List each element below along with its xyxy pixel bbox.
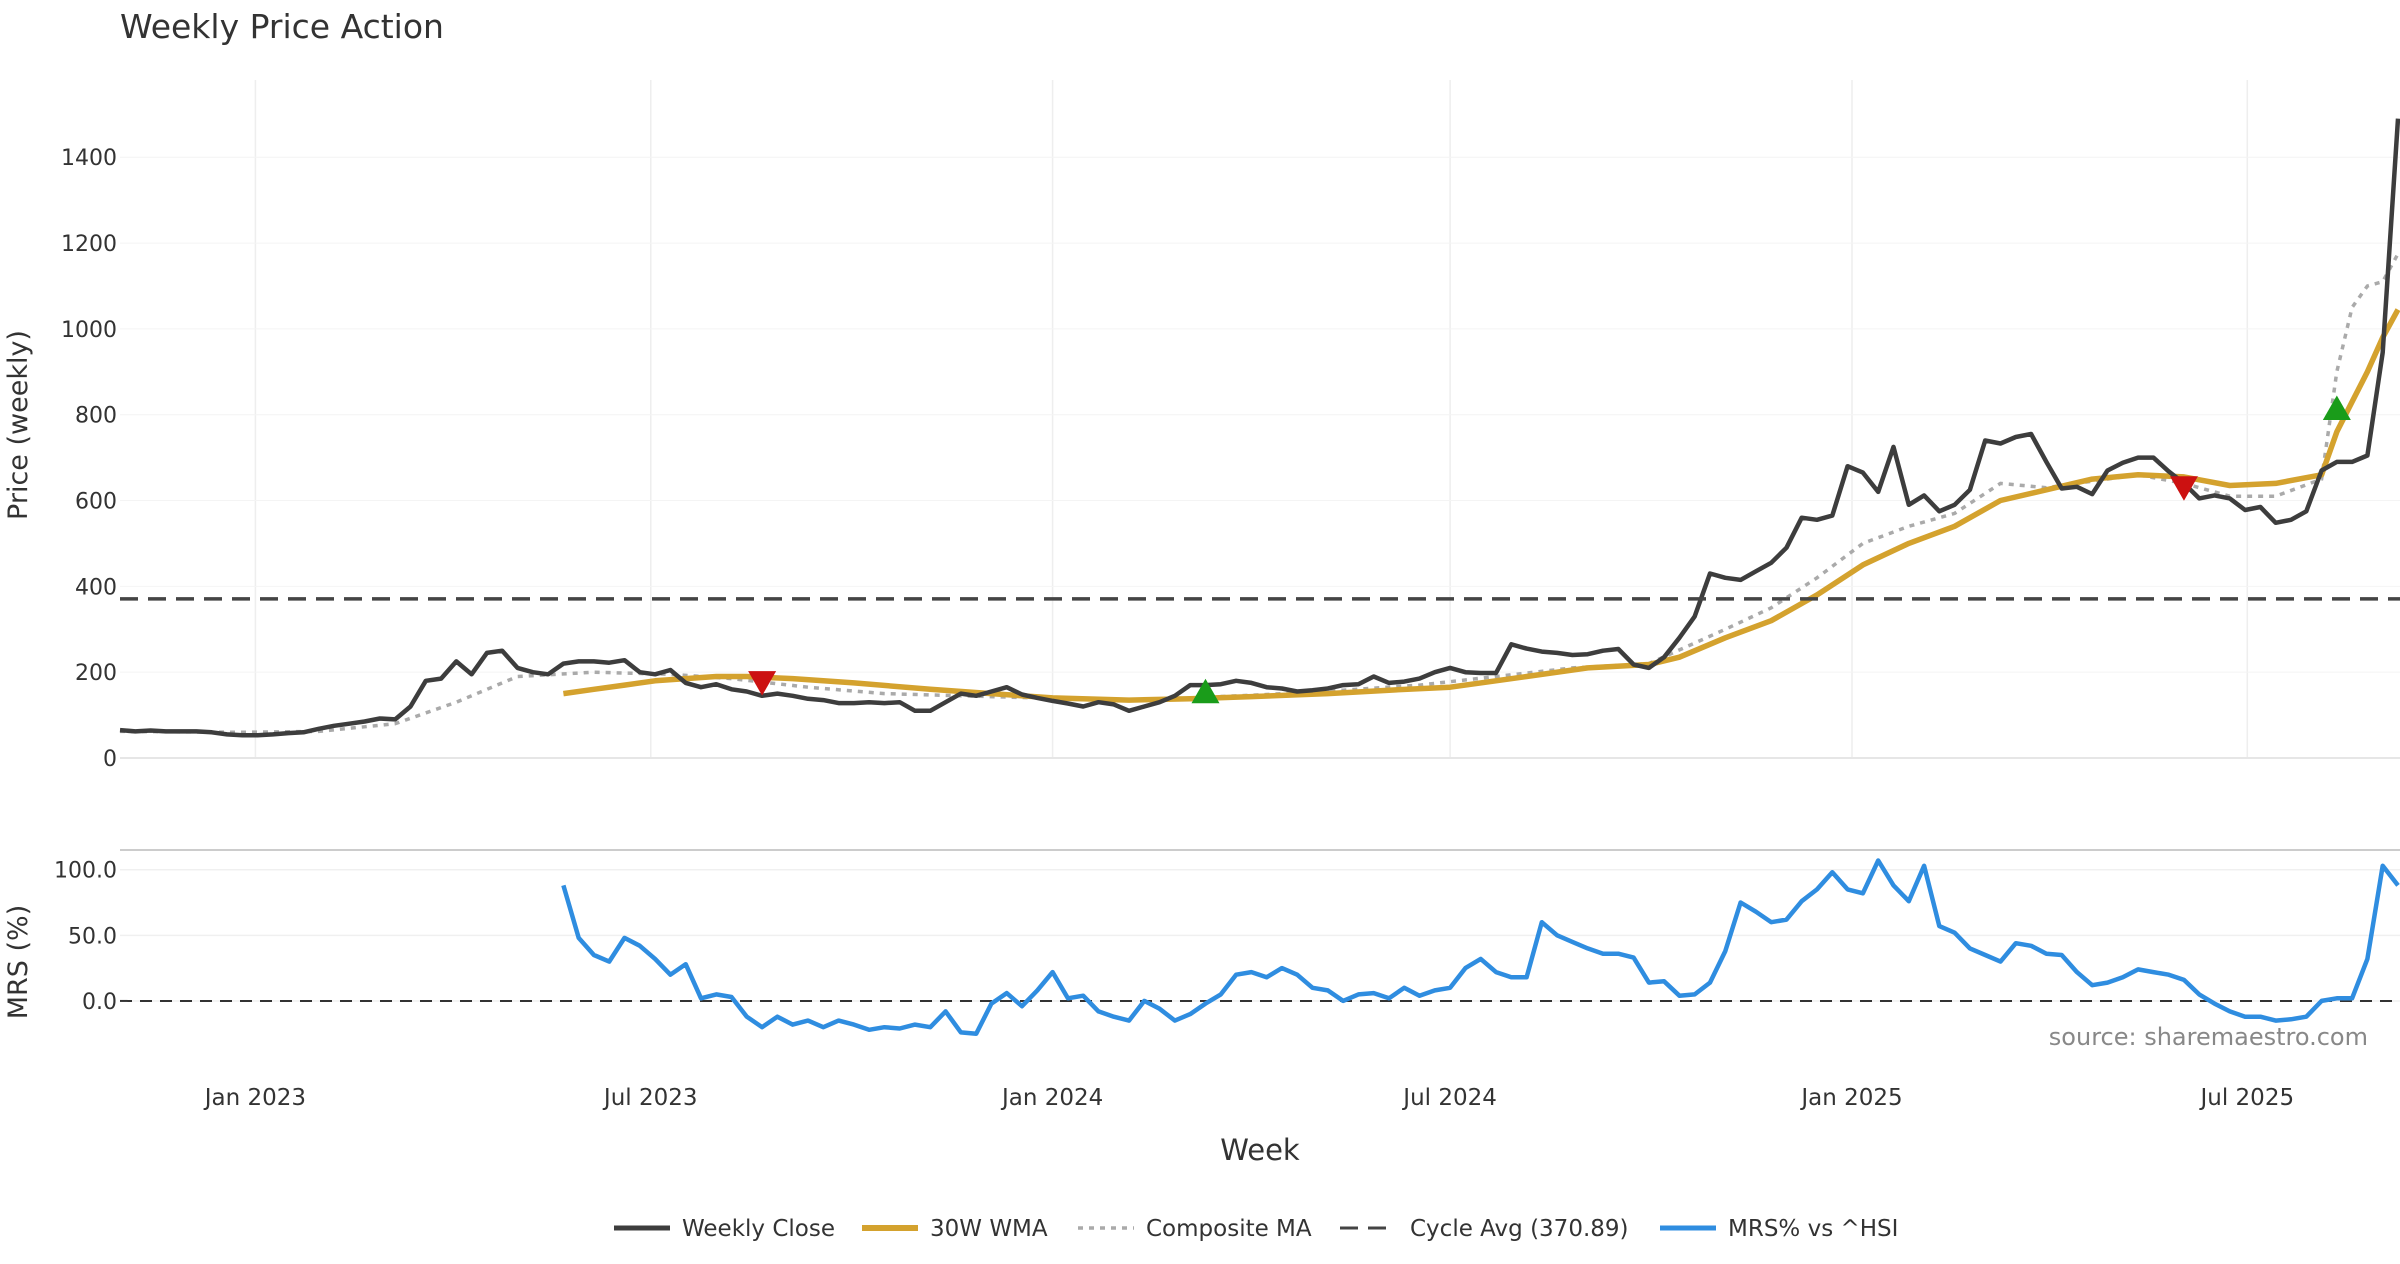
signal-markers: [748, 395, 2351, 704]
chart-title: Weekly Price Action: [120, 7, 444, 46]
price-y-tick-label: 800: [75, 404, 117, 429]
buy-signal-marker: [1191, 678, 1220, 704]
mrs-y-tick-label: 100.0: [54, 859, 117, 884]
x-tick-label: Jan 2025: [1799, 1085, 1902, 1111]
wma-30w-line: [563, 308, 2400, 703]
price-y-tick-label: 0: [103, 747, 117, 772]
weekly-close-line: [119, 118, 2400, 738]
price-y-axis-label: Price (weekly): [3, 330, 34, 520]
series-layer: [119, 118, 2400, 1037]
sell-signal-marker: [2169, 476, 2198, 501]
legend-label-cycle-avg: Cycle Avg (370.89): [1410, 1216, 1629, 1242]
price-y-tick-label: 1400: [61, 146, 117, 171]
price-y-tick-label: 1200: [61, 232, 117, 257]
price-y-tick-label: 400: [75, 575, 117, 600]
price-y-tick-label: 1000: [61, 318, 117, 343]
price-y-tick-label: 200: [75, 661, 117, 686]
mrs-y-tick-label: 0.0: [82, 990, 117, 1015]
legend-label-wma: 30W WMA: [930, 1216, 1048, 1242]
legend-label-mrs: MRS% vs ^HSI: [1728, 1216, 1898, 1242]
mrs-y-tick-label: 50.0: [68, 924, 117, 949]
legend-label-weekly-close: Weekly Close: [682, 1216, 835, 1242]
composite-ma-line: [119, 252, 2400, 735]
source-watermark: source: sharemaestro.com: [2049, 1023, 2368, 1051]
mrs-line: [561, 858, 2400, 1037]
x-tick-label: Jul 2023: [602, 1085, 698, 1111]
legend: Weekly Close 30W WMA Composite MA Cycle …: [614, 1216, 1898, 1242]
buy-signal-marker: [2322, 395, 2351, 421]
price-y-tick-label: 600: [75, 490, 117, 515]
price-y-ticks: 0 200 400 600 800 1000 1200 1400: [61, 146, 117, 772]
x-tick-label: Jan 2024: [1000, 1085, 1103, 1111]
legend-label-composite: Composite MA: [1146, 1216, 1312, 1242]
x-tick-label: Jul 2025: [2198, 1085, 2294, 1111]
x-tick-label: Jan 2023: [203, 1085, 306, 1111]
x-axis-label: Week: [1220, 1133, 1300, 1167]
mrs-y-axis-label: MRS (%): [3, 905, 34, 1020]
sell-signal-marker: [748, 671, 777, 696]
x-tick-label: Jul 2024: [1401, 1085, 1497, 1111]
price-grid: [120, 80, 2400, 759]
mrs-y-ticks: 0.0 50.0 100.0: [54, 859, 117, 1015]
x-ticks: Jan 2023 Jul 2023 Jan 2024 Jul 2024 Jan …: [203, 1085, 2294, 1111]
